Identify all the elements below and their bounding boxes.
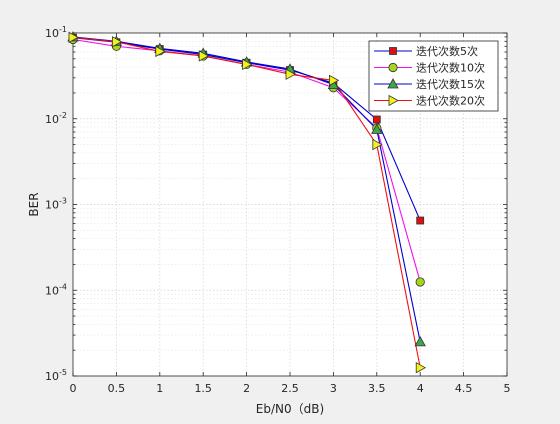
data-point [68, 31, 79, 44]
data-point [414, 336, 426, 347]
legend-label: 迭代次数15次 [416, 77, 485, 91]
data-point [415, 362, 427, 374]
x-tick-label: 0.5 [108, 382, 126, 395]
legend-marker [387, 78, 399, 89]
data-point [155, 45, 166, 58]
y-tick-label: 10-5 [45, 368, 67, 383]
y-tick-label: 10-2 [45, 111, 67, 126]
data-point [416, 216, 425, 225]
x-tick-labels: 0 0.5 1 1.5 2 2.5 3 3.5 4 4.5 5 [70, 382, 511, 395]
x-tick-label: 2 [243, 382, 250, 395]
legend-label: 迭代次数10次 [416, 61, 485, 75]
y-axis-label: BER [27, 192, 41, 216]
x-axis-label: Eb/N0（dB) [256, 402, 324, 416]
y-tick-labels: 10-5 10-4 10-3 10-2 10-1 [45, 25, 67, 383]
x-tick-label: 5 [504, 382, 511, 395]
data-point [242, 58, 253, 71]
legend-label: 迭代次数20次 [416, 94, 485, 108]
data-point [372, 115, 381, 124]
legend-label: 迭代次数5次 [416, 44, 478, 58]
series-4-markers [68, 31, 427, 374]
y-tick-label: 10-3 [45, 197, 67, 212]
x-tick-label: 4.5 [455, 382, 473, 395]
data-point [112, 36, 123, 48]
x-tick-label: 3.5 [368, 382, 386, 395]
x-tick-label: 1.5 [194, 382, 212, 395]
data-point [415, 277, 425, 287]
data-point [372, 138, 383, 151]
y-tick-label: 10-1 [45, 25, 67, 40]
x-tick-label: 1 [156, 382, 163, 395]
x-tick-label: 0 [70, 382, 77, 395]
x-tick-label: 3 [330, 382, 337, 395]
legend-marker [388, 94, 399, 107]
x-tick-label: 4 [417, 382, 424, 395]
data-point [285, 68, 296, 80]
legend-marker [389, 47, 397, 55]
y-tick-label: 10-4 [45, 282, 67, 297]
data-point [198, 50, 210, 62]
x-tick-label: 2.5 [281, 382, 299, 395]
legend-marker [388, 62, 398, 73]
data-point [328, 74, 340, 87]
data-point [371, 123, 383, 134]
